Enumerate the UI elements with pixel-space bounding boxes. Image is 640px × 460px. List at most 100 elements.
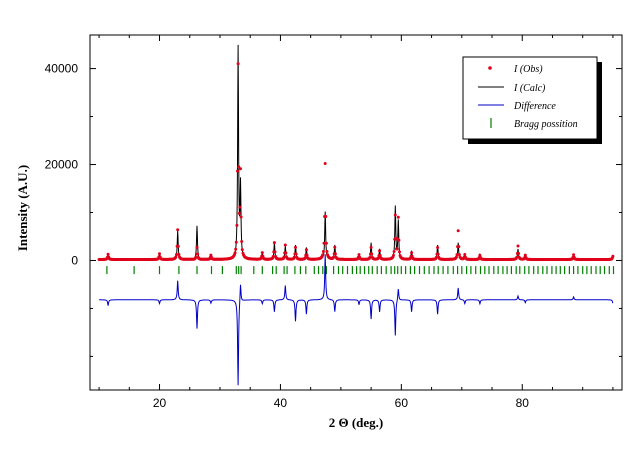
x-axis-title: 2 Θ (deg.)	[329, 415, 384, 430]
obs-point	[196, 252, 200, 256]
obs-point	[234, 240, 238, 244]
obs-point	[378, 249, 382, 253]
obs-point	[393, 213, 397, 217]
obs-point	[238, 205, 242, 209]
obs-point	[457, 245, 461, 249]
obs-point	[271, 255, 275, 258]
obs-point	[410, 251, 414, 255]
obs-point	[282, 255, 286, 259]
x-tick-label: 20	[153, 396, 167, 410]
obs-point	[322, 241, 326, 245]
obs-point	[209, 253, 213, 257]
obs-point	[176, 228, 180, 232]
y-tick-label: 20000	[45, 158, 79, 172]
obs-point	[283, 243, 287, 247]
obs-point	[321, 250, 325, 253]
obs-point	[237, 211, 241, 215]
legend-obs-label: I (Obs)	[513, 64, 543, 75]
obs-point	[235, 223, 239, 227]
obs-point	[397, 238, 401, 242]
obs-point	[357, 253, 361, 257]
obs-point	[175, 253, 178, 256]
obs-point	[396, 215, 400, 219]
obs-point	[398, 250, 401, 254]
difference-series	[99, 254, 614, 386]
obs-point	[176, 244, 180, 248]
obs-point	[395, 247, 399, 251]
obs-point	[234, 247, 238, 251]
obs-point	[303, 256, 307, 260]
obs-point	[305, 253, 309, 257]
obs-point	[236, 62, 240, 66]
obs-series	[97, 62, 615, 261]
obs-point	[324, 215, 328, 218]
obs-point	[378, 254, 382, 257]
obs-point	[376, 256, 380, 260]
legend: I (Obs) I (Calc) Difference Bragg possit…	[462, 56, 602, 144]
obs-point	[436, 246, 440, 249]
difference-profile-line	[99, 254, 614, 386]
obs-point	[294, 245, 297, 249]
bragg-marks-series	[106, 266, 615, 275]
x-tick-label: 40	[274, 396, 288, 410]
obs-point	[457, 253, 461, 257]
obs-point	[478, 253, 482, 257]
obs-point	[455, 253, 459, 257]
obs-point	[463, 253, 467, 256]
obs-point	[158, 252, 161, 256]
legend-obs-marker	[488, 66, 492, 70]
legend-box	[462, 56, 598, 140]
obs-point	[236, 169, 239, 173]
obs-point	[515, 255, 519, 259]
x-tick-label: 60	[395, 396, 409, 410]
obs-point	[332, 255, 336, 259]
legend-bragg-label: Bragg possition	[514, 119, 578, 130]
obs-point	[239, 167, 242, 171]
obs-point	[324, 241, 328, 245]
obs-point	[325, 250, 329, 253]
obs-point	[454, 255, 458, 259]
obs-point	[369, 245, 373, 249]
legend-diff-label: Difference	[513, 101, 556, 112]
obs-point	[233, 251, 237, 255]
y-tick-label: 40000	[45, 62, 79, 76]
obs-point	[370, 252, 374, 256]
obs-point	[284, 251, 288, 255]
obs-point	[292, 255, 296, 259]
y-axis-title: Intensity (A.U.)	[15, 165, 30, 251]
obs-point	[436, 252, 440, 256]
obs-point	[260, 251, 264, 255]
obs-point	[333, 252, 337, 256]
obs-point	[294, 252, 298, 256]
obs-point	[572, 253, 576, 257]
obs-point	[517, 252, 521, 255]
obs-point	[194, 255, 198, 259]
obs-point	[368, 255, 372, 259]
obs-point	[240, 248, 244, 252]
obs-point	[239, 215, 243, 219]
obs-point	[333, 245, 337, 249]
obs-point	[523, 253, 527, 257]
obs-point	[434, 255, 438, 259]
x-axis: 20 40 60 80	[98, 35, 614, 410]
obs-point	[272, 241, 276, 245]
obs-point	[177, 253, 181, 256]
obs-point	[323, 162, 327, 165]
legend-calc-label: I (Calc)	[513, 83, 546, 94]
obs-point	[304, 248, 308, 252]
y-tick-label: 0	[71, 253, 78, 267]
obs-point	[516, 244, 520, 248]
obs-point	[392, 253, 395, 257]
y-axis: 0 20000 40000	[45, 62, 622, 357]
obs-point	[195, 245, 199, 249]
obs-point	[611, 254, 615, 258]
obs-point	[273, 250, 277, 254]
obs-point	[240, 240, 244, 243]
x-tick-label: 80	[516, 396, 530, 410]
obs-point	[106, 252, 110, 256]
obs-point	[392, 250, 396, 253]
obs-point	[321, 253, 325, 257]
obs-point	[456, 229, 460, 233]
obs-point	[174, 255, 178, 259]
